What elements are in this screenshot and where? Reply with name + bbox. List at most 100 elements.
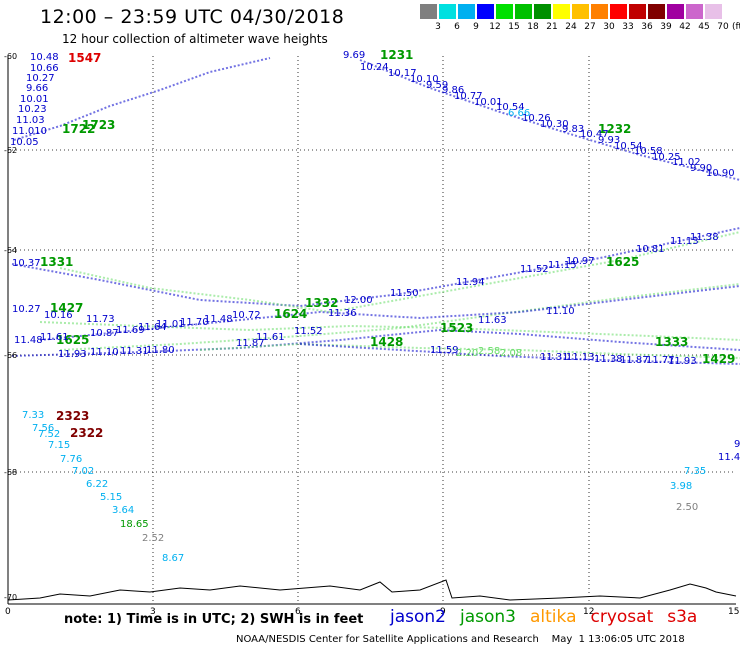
y-tick-label: -60 [4, 52, 17, 61]
wave-height-value: 10.17 [388, 68, 417, 79]
x-tick-label: 12 [583, 607, 594, 617]
wave-height-value: 7.76 [60, 454, 82, 465]
pass-time-label: 1332 [305, 296, 338, 310]
wave-height-value: 10.26 [522, 113, 551, 124]
wave-height-value: 11.64 [138, 322, 167, 333]
pass-time-label: 1625 [606, 255, 639, 269]
satellite-name: jason2 [390, 607, 446, 627]
legend-swatch [496, 4, 513, 19]
wave-height-value: 10.66 [30, 63, 59, 74]
legend-swatch [439, 4, 456, 19]
legend-swatch [553, 4, 570, 19]
wave-height-value: 10.23 [18, 104, 47, 115]
legend-swatch [648, 4, 665, 19]
pass-time-label: 1624 [274, 307, 307, 321]
legend-swatch [458, 4, 475, 19]
wave-height-value: 7.56 [32, 423, 54, 434]
wave-height-value: 10.24 [360, 62, 389, 73]
x-tick-label: 9 [440, 607, 446, 617]
wave-height-value: 11.03 [16, 115, 45, 126]
satellite-track [39, 285, 740, 341]
satellite-name: s3a [667, 607, 698, 627]
wave-height-value: 10.54 [614, 141, 643, 152]
wave-height-value: 11.73 [86, 314, 115, 325]
legend-swatch [667, 4, 684, 19]
wave-height-value: 3.98 [670, 481, 692, 492]
page-subtitle: 12 hour collection of altimeter wave hei… [62, 32, 328, 46]
wave-height-value: 11.87 [236, 338, 265, 349]
wave-height-value: 11.010 [12, 126, 47, 137]
satellite-track [359, 59, 740, 181]
wave-height-value: 10.90 [706, 168, 735, 179]
y-tick-label: -66 [4, 351, 17, 360]
wave-height-value: 10.77 [454, 91, 483, 102]
pass-time-label: 1331 [40, 255, 73, 269]
wave-height-value: 2.52 [142, 533, 164, 544]
legend-swatch [591, 4, 608, 19]
wave-height-value: 9.90 [690, 163, 712, 174]
legend-label: 9 [473, 22, 479, 32]
pass-time-label: 2322 [70, 426, 103, 440]
wave-height-value: 11.70 [180, 317, 209, 328]
wave-height-value: 11.10 [546, 306, 575, 317]
wave-height-value: 11.4 [718, 452, 740, 463]
wave-height-value: 8.67 [162, 553, 184, 564]
legend-label: 70 [717, 22, 729, 32]
legend-swatch [610, 4, 627, 19]
wave-height-value: 11.80 [146, 345, 175, 356]
satellite-track [199, 342, 740, 359]
pass-time-label: 1231 [380, 48, 413, 62]
legend-label: 36 [641, 22, 653, 32]
legend-swatch [477, 4, 494, 19]
pass-time-label: 1428 [370, 335, 403, 349]
legend-label: 15 [508, 22, 520, 32]
wave-height-value: 11.52 [520, 264, 549, 275]
wave-height-value: 11.13 [670, 236, 699, 247]
pass-time-label: 1547 [68, 51, 101, 65]
wave-height-value: 10.16 [44, 310, 73, 321]
satellite-tracks [11, 57, 740, 365]
graticule-grid [8, 56, 736, 604]
satellite-name: cryosat [590, 607, 654, 627]
x-tick-label: 3 [150, 607, 156, 617]
wave-height-value: 10.30 [540, 119, 569, 130]
wave-height-value: 5.15 [100, 492, 122, 503]
legend-swatch [534, 4, 551, 19]
wave-height-value: 10.87 [90, 328, 119, 339]
wave-height-value: 11.87 [620, 355, 649, 366]
wave-height-value: 7.33 [22, 410, 44, 421]
wave-height-value: 9.86 [442, 85, 464, 96]
legend-label: 30 [603, 22, 615, 32]
satellite-name: jason3 [460, 607, 516, 627]
legend-swatch [515, 4, 532, 19]
wave-height-value: 10.27 [26, 73, 55, 84]
wave-height-value: 11.01 [156, 319, 185, 330]
wave-height-value: 12.00 [344, 295, 373, 306]
wave-height-value: 6.22 [86, 479, 108, 490]
wave-height-value: 10.48 [30, 52, 59, 63]
wave-height-value: 10.25 [652, 152, 681, 163]
wave-height-labels: 10.48 154710.6610.279.6610.0110.2311.0311… [10, 48, 740, 564]
satellite-track [299, 343, 740, 365]
satellite-track [39, 321, 740, 341]
wave-height-value: 10.10 [410, 74, 439, 85]
legend-label: 27 [584, 22, 596, 32]
wave-height-value: 9.66 [26, 83, 48, 94]
wave-height-value: 11.69 [116, 325, 145, 336]
satellite-legend: jason2 jason3 altika cryosat s3a [390, 607, 711, 627]
wave-height-value: 2.08 [500, 348, 522, 359]
pass-time-label: 1523 [440, 321, 473, 335]
wave-height-value: 10.01 [474, 97, 503, 108]
legend-label: 33 [622, 22, 634, 32]
satellite-track [13, 57, 271, 141]
wave-height-value: 11.94 [456, 277, 485, 288]
wave-height-value: 11.36 [328, 308, 357, 319]
wave-height-value: 7.35 [684, 466, 706, 477]
wave-height-value: 6.66 [508, 108, 530, 119]
legend-label: 39 [660, 22, 672, 32]
legend-label: 24 [565, 22, 577, 32]
wave-height-value: 11.48 [14, 335, 43, 346]
wave-height-value: 10.27 [12, 304, 41, 315]
